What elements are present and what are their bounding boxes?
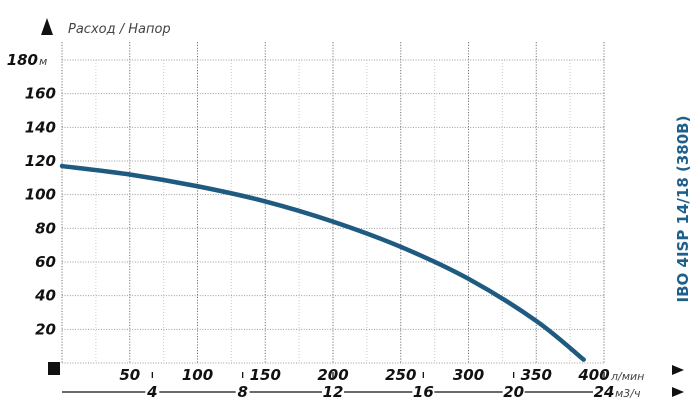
m3h-label-bg [235, 383, 250, 399]
x-tick-label: 150 [250, 366, 281, 384]
x-tick-label: 300 [453, 366, 484, 384]
y-tick-label: 180 [7, 51, 38, 69]
m3h-tick-label: 8 [237, 383, 247, 401]
m3h-unit-label: м3/ч [615, 387, 641, 400]
x-tick-label: 400 [577, 366, 609, 384]
y-tick-label: 100 [25, 186, 56, 204]
y-axis-arrow-icon [41, 18, 53, 35]
y-tick-label: 40 [34, 287, 56, 305]
m3h-tick-label: 20 [503, 383, 524, 401]
y-tick-label: 140 [25, 118, 56, 136]
m3h-tick-label: 4 [146, 383, 157, 401]
m3h-label-bg [322, 383, 344, 399]
m3h-label-bg [145, 383, 160, 399]
y-tick-label: 120 [25, 152, 56, 170]
grid [61, 42, 605, 364]
x-tick-label: 100 [182, 366, 213, 384]
x-unit-label: л/мин [610, 370, 644, 383]
y-tick-label: 160 [25, 85, 56, 103]
x-tick-label: 250 [385, 366, 416, 384]
curve-layer [59, 163, 586, 362]
y-tick-label: 60 [35, 253, 56, 271]
m3h-tick-label: 16 [413, 383, 434, 401]
x-tick-label: 350 [521, 366, 552, 384]
side-title: IBO 4ISP 14/18 (380B) [674, 116, 692, 303]
y-tick-label: 80 [35, 219, 56, 237]
m3h-label-bg [502, 383, 525, 399]
x-axis-arrow-icon [672, 365, 684, 375]
chart-title: Расход / Напор [68, 22, 171, 37]
m3h-label-bg [412, 383, 435, 399]
m3h-label-bg [593, 383, 615, 399]
x-tick-label: 50 [119, 366, 140, 384]
m3h-tick-label: 24 [594, 383, 615, 401]
m3h-tick-label: 12 [323, 383, 344, 401]
y-tick-label: 20 [35, 320, 56, 338]
origin-square-icon [48, 362, 60, 375]
x2-axis-arrow-icon [672, 387, 684, 397]
series-line [59, 163, 586, 362]
y-unit-label: м [39, 55, 47, 68]
